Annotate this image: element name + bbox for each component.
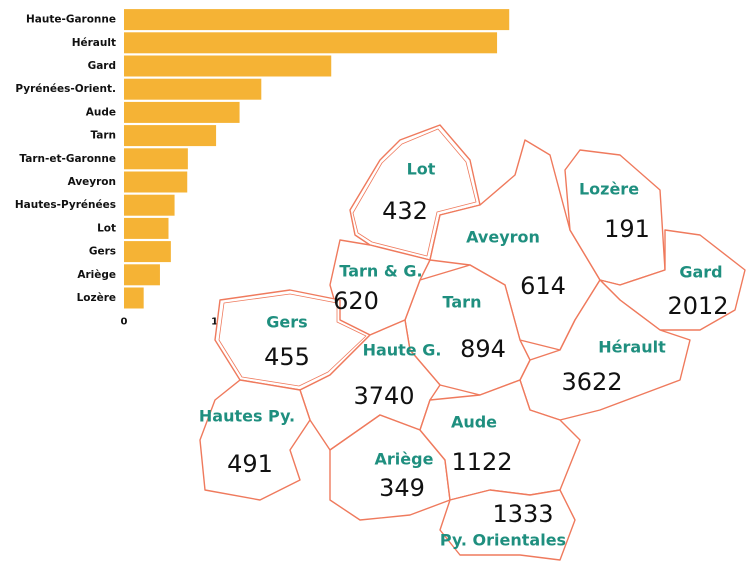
map-value: 349: [379, 474, 425, 502]
map-label: Tarn & G.: [339, 262, 422, 281]
map-value: 455: [264, 343, 310, 371]
region-outline: [218, 293, 367, 387]
map-label: Ariège: [375, 450, 434, 469]
map-label: Aveyron: [466, 228, 540, 247]
map-value: 894: [460, 335, 506, 363]
bar: [124, 55, 332, 77]
y-tick-label: Gers: [89, 246, 116, 258]
bar: [124, 148, 188, 170]
bar: [124, 9, 510, 31]
map-label: Py. Orientales: [440, 531, 566, 550]
y-tick-label: Lozère: [77, 292, 116, 304]
y-tick-label: Pyrénées-Orient.: [15, 83, 116, 95]
y-tick-label: Hérault: [72, 37, 116, 49]
y-tick-label: Tarn-et-Garonne: [19, 153, 116, 165]
map-label: Hautes Py.: [199, 407, 295, 426]
bar: [124, 287, 144, 309]
bar: [124, 78, 262, 100]
bar: [124, 264, 160, 286]
x-tick-label: 0: [121, 317, 128, 328]
bar: [124, 125, 217, 147]
bar: [124, 217, 169, 239]
map-value: 191: [604, 215, 650, 243]
bar: [124, 194, 175, 216]
y-tick-label: Gard: [88, 60, 116, 72]
y-tick-label: Lot: [97, 222, 116, 234]
map-label: Haute G.: [363, 341, 442, 360]
map-label: Lot: [407, 160, 436, 179]
map-value: 3622: [561, 368, 622, 396]
map-value: 491: [227, 450, 273, 478]
y-tick-label: Aveyron: [68, 176, 116, 188]
map-label: Gers: [266, 313, 307, 332]
map-value: 3740: [353, 382, 414, 410]
y-tick-label: Aude: [86, 106, 116, 118]
bar: [124, 101, 240, 123]
map-value: 620: [333, 287, 379, 315]
bar: [124, 32, 498, 54]
y-tick-label: Hautes-Pyrénées: [15, 199, 116, 211]
map-label: Gard: [679, 263, 722, 282]
map-value: 1122: [451, 448, 512, 476]
map-label: Tarn: [443, 293, 482, 312]
map-label: Lozère: [579, 180, 639, 199]
map-value: 432: [382, 197, 428, 225]
region: [199, 379, 311, 501]
map-value: 614: [520, 272, 566, 300]
region-outline: [352, 128, 477, 257]
map-label: Aude: [451, 413, 497, 432]
y-tick-label: Tarn: [90, 130, 116, 142]
bar: [124, 241, 171, 263]
map-label: Hérault: [598, 338, 666, 357]
bar-chart: 01,000Haute-GaronneHéraultGardPyrénées-O…: [15, 9, 510, 328]
map: Haute G. 3740 Hérault 3622 Gard 2012 Py. Orien…: [199, 124, 746, 561]
y-tick-label: Ariège: [77, 269, 116, 281]
bar: [124, 171, 188, 193]
y-tick-label: Haute-Garonne: [26, 14, 116, 26]
map-value: 1333: [492, 500, 553, 528]
map-value: 2012: [667, 292, 728, 320]
region: [439, 489, 576, 561]
